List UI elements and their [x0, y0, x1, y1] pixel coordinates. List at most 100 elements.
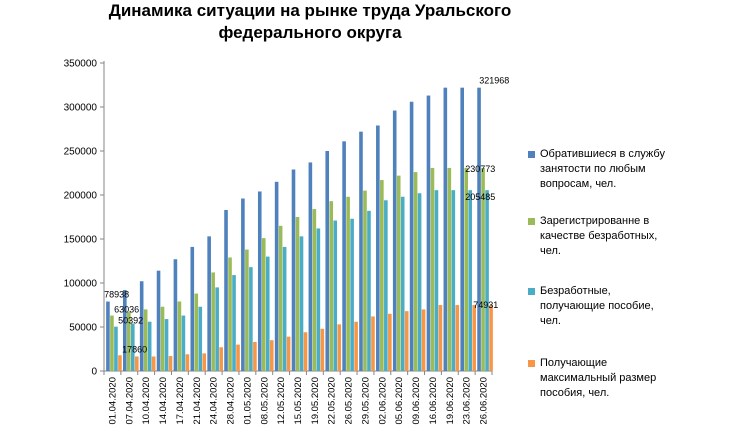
x-tick-label: 24.04.2020	[209, 377, 220, 425]
bar-series-1	[257, 191, 262, 371]
y-tick-label: 200000	[64, 191, 98, 202]
x-tick-label: 12.05.2020	[276, 377, 287, 425]
data-label: 74931	[473, 300, 498, 310]
bar-series-1	[139, 281, 144, 371]
x-tick-label: 05.06.2020	[394, 377, 405, 425]
chart-title-line-1: Динамика ситуации на рынке труда Уральск…	[108, 1, 512, 20]
x-tick-label: 14.04.2020	[158, 377, 169, 425]
bar-series-3	[468, 190, 472, 371]
legend-label-line: получающие пособие,	[540, 300, 654, 312]
legend-swatch	[528, 360, 535, 367]
bar-series-2	[380, 180, 384, 371]
legend-label-line: занятости по любым	[540, 163, 646, 175]
legend-label: Зарегистрированне в качестве безработных,…	[540, 214, 720, 259]
bar-series-2	[312, 209, 317, 371]
bar-series-3	[131, 323, 135, 371]
data-label: 50392	[118, 316, 143, 326]
legend-label-line: чел.	[540, 315, 561, 327]
bar-series-3	[299, 236, 304, 371]
y-tick-label: 50000	[69, 323, 97, 334]
x-tick-label: 02.06.2020	[377, 377, 388, 425]
bar-series-4	[168, 356, 173, 371]
data-label: 230773	[465, 164, 495, 174]
y-tick-label: 250000	[64, 147, 98, 158]
bar-series-3	[400, 196, 405, 371]
x-tick-label: 19.06.2020	[445, 377, 456, 425]
x-tick-label: 01.04.2020	[107, 377, 118, 425]
bar-series-1	[241, 198, 245, 371]
legend-label-line: Получающие	[540, 357, 608, 369]
bar-series-2	[211, 272, 215, 371]
bar-series-3	[215, 287, 219, 371]
bar-series-3	[333, 220, 338, 371]
bar-series-1	[477, 87, 481, 372]
bar-series-2	[447, 167, 452, 371]
bar-series-3	[434, 190, 439, 371]
bar-series-1	[224, 209, 228, 371]
bar-series-3	[485, 190, 489, 371]
bar-series-4	[269, 340, 274, 371]
bar-series-1	[325, 151, 330, 371]
bar-series-2	[329, 201, 334, 371]
bar-series-4	[219, 347, 223, 371]
bar-series-2	[245, 249, 249, 371]
bar-series-4	[438, 305, 443, 371]
bar-series-2	[177, 301, 182, 371]
bar-series-1	[342, 141, 346, 371]
bar-series-1	[106, 301, 110, 371]
bar-series-2	[160, 306, 165, 371]
bar-series-1	[443, 87, 448, 372]
bar-series-1	[308, 162, 313, 371]
bar-series-3	[147, 321, 152, 371]
data-label: 205485	[465, 192, 495, 202]
bar-series-2	[127, 312, 131, 371]
x-tick-label: 29.05.2020	[360, 377, 371, 425]
data-label: 63036	[114, 305, 139, 315]
legend-swatch	[528, 288, 535, 295]
x-tick-label: 23.06.2020	[462, 377, 473, 425]
bar-series-1	[359, 131, 363, 371]
bar-series-4	[371, 316, 375, 371]
bar-series-1	[426, 95, 431, 371]
legend-label-line: максимальный размер	[540, 372, 657, 384]
bar-series-2	[481, 167, 485, 371]
bar-series-4	[286, 336, 291, 371]
bar-series-3	[316, 228, 321, 371]
bar-series-4	[185, 354, 190, 371]
bar-series-4	[404, 311, 409, 371]
legend-label-line: качестве безработных,	[540, 230, 658, 242]
bar-series-1	[274, 181, 279, 371]
bar-series-2	[143, 309, 148, 371]
y-tick-label: 0	[91, 367, 97, 378]
bar-series-1	[460, 87, 464, 372]
x-tick-label: 26.05.2020	[344, 377, 355, 425]
y-tick-label: 150000	[64, 235, 98, 246]
chart-title-line-2: федерального округа	[218, 23, 402, 42]
bar-series-2	[464, 167, 468, 371]
legend-label: Безработные, получающие пособие, чел.	[540, 284, 720, 329]
bar-series-4	[421, 309, 426, 371]
x-tick-label: 19.05.2020	[310, 377, 321, 425]
x-tick-label: 26.06.2020	[479, 377, 490, 425]
data-label: 321968	[479, 76, 509, 86]
legend-label-line: вопросам, чел.	[540, 178, 617, 190]
bar-series-3	[164, 319, 169, 371]
bar-series-1	[392, 110, 397, 372]
bar-series-3	[232, 275, 236, 371]
bar-series-3	[249, 267, 253, 371]
y-tick-label: 350000	[64, 59, 98, 70]
bar-series-2	[194, 293, 199, 371]
legend-label-line: Безработные,	[540, 285, 611, 297]
x-tick-label: 21.04.2020	[192, 377, 203, 425]
legend-label: Получающие максимальный размер пособия, че…	[540, 356, 720, 401]
data-label: 17860	[122, 344, 147, 354]
legend-label-line: Обратившиеся в службу	[540, 148, 665, 160]
bar-series-3	[417, 193, 422, 371]
bar-series-2	[295, 217, 300, 371]
y-tick-label: 100000	[64, 279, 98, 290]
bar-series-3	[114, 326, 118, 371]
bar-series-4	[135, 356, 139, 371]
x-tick-label: 28.04.2020	[226, 377, 237, 425]
bar-series-2	[396, 175, 401, 371]
